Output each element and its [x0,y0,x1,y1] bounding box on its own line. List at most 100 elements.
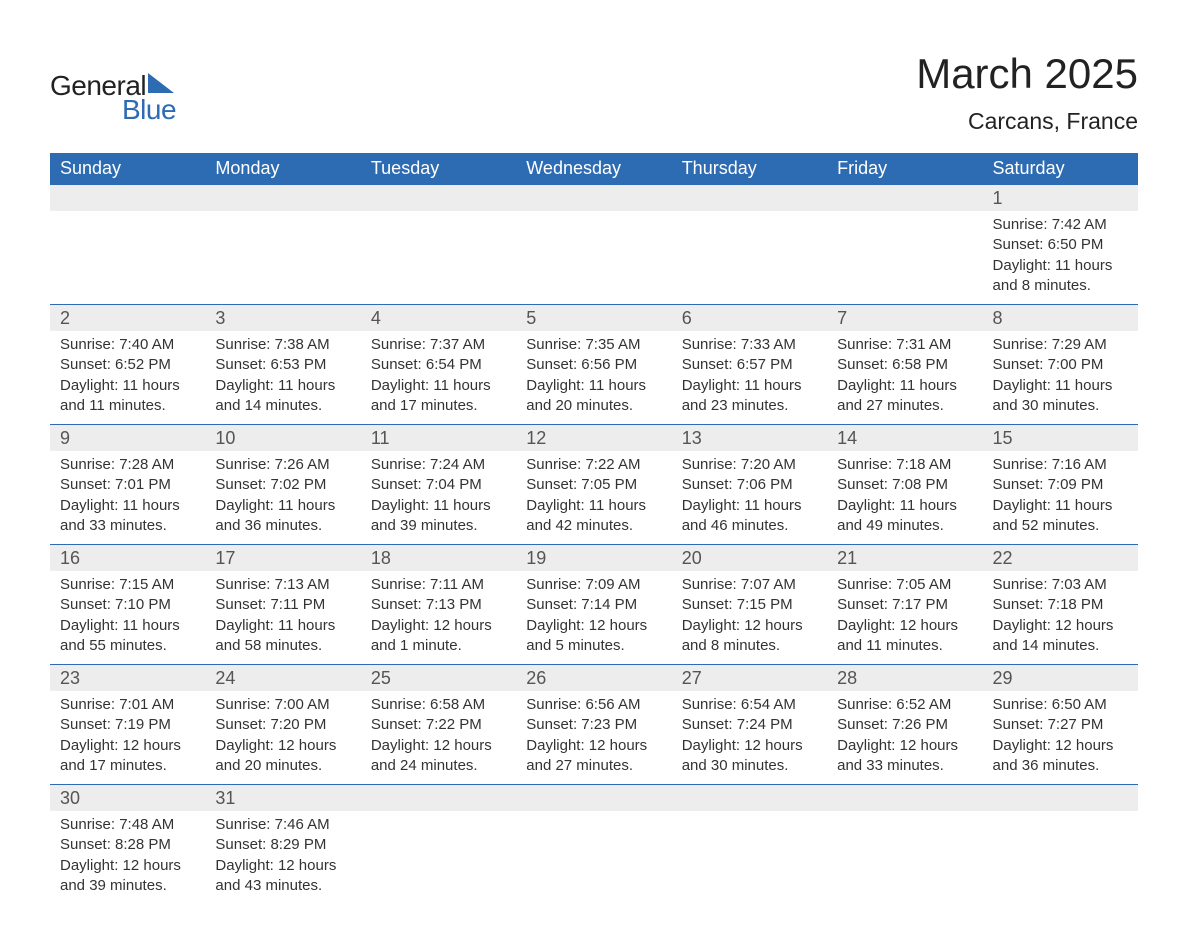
sunset-text: Sunset: 7:13 PM [371,595,506,615]
day-number: 28 [827,665,982,691]
day-detail-row: Sunrise: 7:15 AMSunset: 7:10 PMDaylight:… [50,571,1138,665]
day-number: 25 [361,665,516,691]
day-detail-cell: Sunrise: 7:03 AMSunset: 7:18 PMDaylight:… [983,571,1138,665]
day-number: 18 [361,545,516,571]
day-number: 29 [983,665,1138,691]
daylight-text: Daylight: 12 hours and 33 minutes. [837,736,972,777]
daylight-text: Daylight: 12 hours and 39 minutes. [60,856,195,897]
sunrise-text: Sunrise: 7:35 AM [526,335,661,355]
sunrise-text: Sunrise: 7:05 AM [837,575,972,595]
sunrise-text: Sunrise: 7:38 AM [215,335,350,355]
day-number-cell [50,185,205,212]
sunset-text: Sunset: 6:54 PM [371,355,506,375]
day-detail-row: Sunrise: 7:42 AMSunset: 6:50 PMDaylight:… [50,211,1138,305]
day-number-cell: 5 [516,305,671,332]
day-number: 12 [516,425,671,451]
day-number-cell: 3 [205,305,360,332]
day-detail-cell [983,811,1138,904]
sunrise-text: Sunrise: 6:52 AM [837,695,972,715]
day-number: 11 [361,425,516,451]
sunset-text: Sunset: 6:53 PM [215,355,350,375]
day-detail-cell [205,211,360,305]
day-number-row: 1 [50,185,1138,212]
sunrise-text: Sunrise: 7:46 AM [215,815,350,835]
day-detail-cell [516,211,671,305]
day-number-cell: 26 [516,665,671,692]
day-detail-cell: Sunrise: 7:28 AMSunset: 7:01 PMDaylight:… [50,451,205,545]
day-detail-cell: Sunrise: 7:05 AMSunset: 7:17 PMDaylight:… [827,571,982,665]
day-number-cell: 7 [827,305,982,332]
daylight-text: Daylight: 12 hours and 36 minutes. [993,736,1128,777]
day-detail-cell [672,211,827,305]
day-number: 5 [516,305,671,331]
day-number-cell: 25 [361,665,516,692]
day-number-cell: 18 [361,545,516,572]
sunset-text: Sunset: 7:05 PM [526,475,661,495]
day-number-cell: 17 [205,545,360,572]
day-number: 26 [516,665,671,691]
sunrise-text: Sunrise: 7:31 AM [837,335,972,355]
day-number-cell: 2 [50,305,205,332]
day-number: 24 [205,665,360,691]
day-detail-cell: Sunrise: 7:24 AMSunset: 7:04 PMDaylight:… [361,451,516,545]
sunset-text: Sunset: 6:52 PM [60,355,195,375]
daylight-text: Daylight: 11 hours and 27 minutes. [837,376,972,417]
day-detail-cell [361,811,516,904]
day-number-cell [672,785,827,812]
day-number: 8 [983,305,1138,331]
sunrise-text: Sunrise: 6:54 AM [682,695,817,715]
day-number: 30 [50,785,205,811]
day-detail-cell [50,211,205,305]
sunset-text: Sunset: 8:28 PM [60,835,195,855]
day-detail-cell: Sunrise: 7:46 AMSunset: 8:29 PMDaylight:… [205,811,360,904]
day-number [672,785,827,790]
weekday-header: Thursday [672,153,827,185]
day-number-cell: 29 [983,665,1138,692]
day-number-cell: 8 [983,305,1138,332]
weekday-header: Sunday [50,153,205,185]
day-detail-row: Sunrise: 7:40 AMSunset: 6:52 PMDaylight:… [50,331,1138,425]
sunrise-text: Sunrise: 7:42 AM [993,215,1128,235]
header: General Blue March 2025 Carcans, France [50,40,1138,135]
day-detail-cell: Sunrise: 7:38 AMSunset: 6:53 PMDaylight:… [205,331,360,425]
sunrise-text: Sunrise: 6:58 AM [371,695,506,715]
daylight-text: Daylight: 12 hours and 30 minutes. [682,736,817,777]
day-detail-row: Sunrise: 7:28 AMSunset: 7:01 PMDaylight:… [50,451,1138,545]
daylight-text: Daylight: 11 hours and 46 minutes. [682,496,817,537]
sunset-text: Sunset: 6:58 PM [837,355,972,375]
day-number-cell: 9 [50,425,205,452]
sunrise-text: Sunrise: 7:26 AM [215,455,350,475]
weekday-header: Wednesday [516,153,671,185]
sunset-text: Sunset: 7:19 PM [60,715,195,735]
day-number-cell: 30 [50,785,205,812]
day-detail-cell [827,811,982,904]
day-number-cell [827,185,982,212]
sunrise-text: Sunrise: 7:15 AM [60,575,195,595]
sunset-text: Sunset: 7:20 PM [215,715,350,735]
daylight-text: Daylight: 12 hours and 5 minutes. [526,616,661,657]
daylight-text: Daylight: 11 hours and 49 minutes. [837,496,972,537]
day-number: 10 [205,425,360,451]
sunset-text: Sunset: 7:26 PM [837,715,972,735]
sunset-text: Sunset: 7:01 PM [60,475,195,495]
sunset-text: Sunset: 7:00 PM [993,355,1128,375]
sunrise-text: Sunrise: 7:48 AM [60,815,195,835]
day-number-cell [205,185,360,212]
daylight-text: Daylight: 11 hours and 14 minutes. [215,376,350,417]
day-number: 20 [672,545,827,571]
sunset-text: Sunset: 7:09 PM [993,475,1128,495]
day-detail-cell [516,811,671,904]
day-number: 13 [672,425,827,451]
day-detail-cell: Sunrise: 7:07 AMSunset: 7:15 PMDaylight:… [672,571,827,665]
sunrise-text: Sunrise: 7:33 AM [682,335,817,355]
day-number-cell [361,785,516,812]
day-number-cell: 12 [516,425,671,452]
day-detail-cell: Sunrise: 7:33 AMSunset: 6:57 PMDaylight:… [672,331,827,425]
day-detail-cell: Sunrise: 6:54 AMSunset: 7:24 PMDaylight:… [672,691,827,785]
daylight-text: Daylight: 11 hours and 11 minutes. [60,376,195,417]
day-number-cell [516,785,671,812]
day-detail-cell: Sunrise: 6:56 AMSunset: 7:23 PMDaylight:… [516,691,671,785]
day-number-row: 16171819202122 [50,545,1138,572]
sunset-text: Sunset: 7:22 PM [371,715,506,735]
day-detail-cell: Sunrise: 7:13 AMSunset: 7:11 PMDaylight:… [205,571,360,665]
